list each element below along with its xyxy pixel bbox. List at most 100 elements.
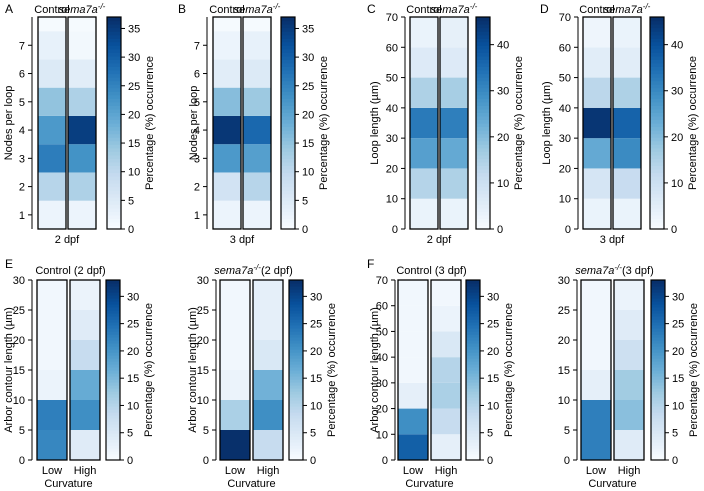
colorbar-segment (466, 421, 480, 425)
colorbar-segment (650, 154, 664, 159)
colorbar-segment (650, 70, 664, 75)
colorbar-segment (106, 313, 120, 317)
colorbar-segment (107, 115, 121, 121)
title-base: Control (34, 4, 69, 16)
title-superscript: -/- (470, 2, 478, 11)
title-base: sema7a (234, 4, 273, 16)
heatmap-cell (440, 107, 468, 139)
heatmap-cell (213, 59, 241, 88)
colorbar-segment (476, 87, 490, 92)
colorbar-segment (651, 457, 665, 461)
column-title: Control (34, 4, 69, 16)
colorbar-segment (651, 397, 665, 401)
colorbar-segment (106, 403, 120, 407)
colorbar-segment (651, 373, 665, 377)
colorbar-segment (476, 101, 490, 106)
colorbar-segment (107, 98, 121, 103)
heatmap-cell (243, 87, 271, 116)
heatmap-cell (38, 115, 66, 145)
colorbar-segment (476, 45, 490, 50)
colorbar-label: Percentage (%) occurrence (326, 303, 338, 437)
colorbar-label: Percentage (%) occurrence (503, 303, 515, 437)
heatmap-cell (38, 144, 66, 173)
column-frame (409, 16, 439, 230)
colorbar-segment (466, 394, 480, 398)
colorbar-segment (107, 204, 121, 209)
colorbar-segment (466, 379, 480, 383)
colorbar-segment (281, 165, 295, 170)
heatmap-cell (38, 200, 66, 229)
colorbar-segment (289, 430, 303, 434)
colorbar-segment (107, 133, 121, 138)
colorbar-tick-label: 25 (128, 81, 140, 93)
x-category-label: Low (225, 465, 245, 477)
heatmap-cell (440, 77, 468, 108)
colorbar-segment (281, 176, 295, 181)
colorbar-segment (289, 400, 303, 404)
colorbar-segment (281, 80, 295, 85)
colorbar-segment (476, 66, 490, 71)
colorbar-segment (289, 331, 303, 335)
colorbar-segment (650, 94, 664, 99)
colorbar-segment (466, 295, 480, 299)
colorbar-segment (289, 439, 303, 443)
column-frame (439, 16, 469, 230)
colorbar-segment (107, 80, 121, 85)
colorbar-segment (107, 59, 121, 64)
colorbar-segment (650, 84, 664, 89)
colorbar-frame (649, 16, 665, 230)
colorbar-segment (107, 207, 121, 212)
colorbar-segment (466, 427, 480, 431)
colorbar-segment (289, 448, 303, 452)
colorbar-segment (106, 457, 120, 461)
colorbar-segment (281, 190, 295, 195)
colorbar-segment (651, 406, 665, 410)
colorbar-segment (289, 358, 303, 362)
heatmap-cell (37, 430, 67, 460)
x-category-label: Low (403, 465, 423, 477)
colorbar-segment (107, 130, 121, 135)
heatmap-cell (613, 198, 641, 229)
colorbar-segment (466, 280, 480, 284)
heatmap-cell (213, 115, 241, 145)
colorbar-segment (107, 73, 121, 78)
y-tick-label: 15 (558, 365, 570, 377)
colorbar-segment (106, 361, 120, 365)
colorbar-tick-label: 30 (497, 86, 509, 98)
heatmap-cell (70, 400, 100, 430)
colorbar-segment (289, 283, 303, 287)
colorbar-tick-label: 10 (487, 400, 499, 412)
colorbar-segment (107, 221, 121, 227)
colorbar-segment (476, 20, 490, 25)
colorbar-segment (651, 358, 665, 362)
y-tick-label: 5 (19, 425, 25, 437)
column-frame (212, 16, 242, 230)
colorbar-frame (280, 16, 296, 230)
colorbar-segment (289, 442, 303, 446)
y-axis-label: Arbor contour length (µm) (3, 307, 15, 433)
colorbar-segment (466, 286, 480, 290)
colorbar-segment (281, 200, 295, 205)
heatmap-cell (583, 107, 611, 139)
heatmap-cell (614, 280, 644, 310)
y-tick-label: 60 (386, 42, 398, 54)
title-base: Control (2 dpf) (35, 265, 105, 277)
heatmap-cell (37, 400, 67, 430)
colorbar-segment (650, 77, 664, 82)
colorbar-segment (107, 34, 121, 39)
colorbar-segment (289, 325, 303, 329)
y-axis-label: Arbor contour length (µm) (187, 307, 199, 433)
colorbar-segment (107, 172, 121, 177)
colorbar-segment (281, 204, 295, 209)
colorbar-segment (107, 31, 121, 36)
colorbar-segment (289, 376, 303, 380)
colorbar-tick-label: 5 (127, 428, 133, 440)
panel-letter: C (367, 2, 376, 16)
colorbar-tick-label: 30 (487, 291, 499, 303)
colorbar-tick-label: 30 (672, 291, 684, 303)
colorbar-segment (281, 126, 295, 131)
colorbar-segment (650, 207, 664, 212)
y-tick-label: 10 (13, 395, 25, 407)
